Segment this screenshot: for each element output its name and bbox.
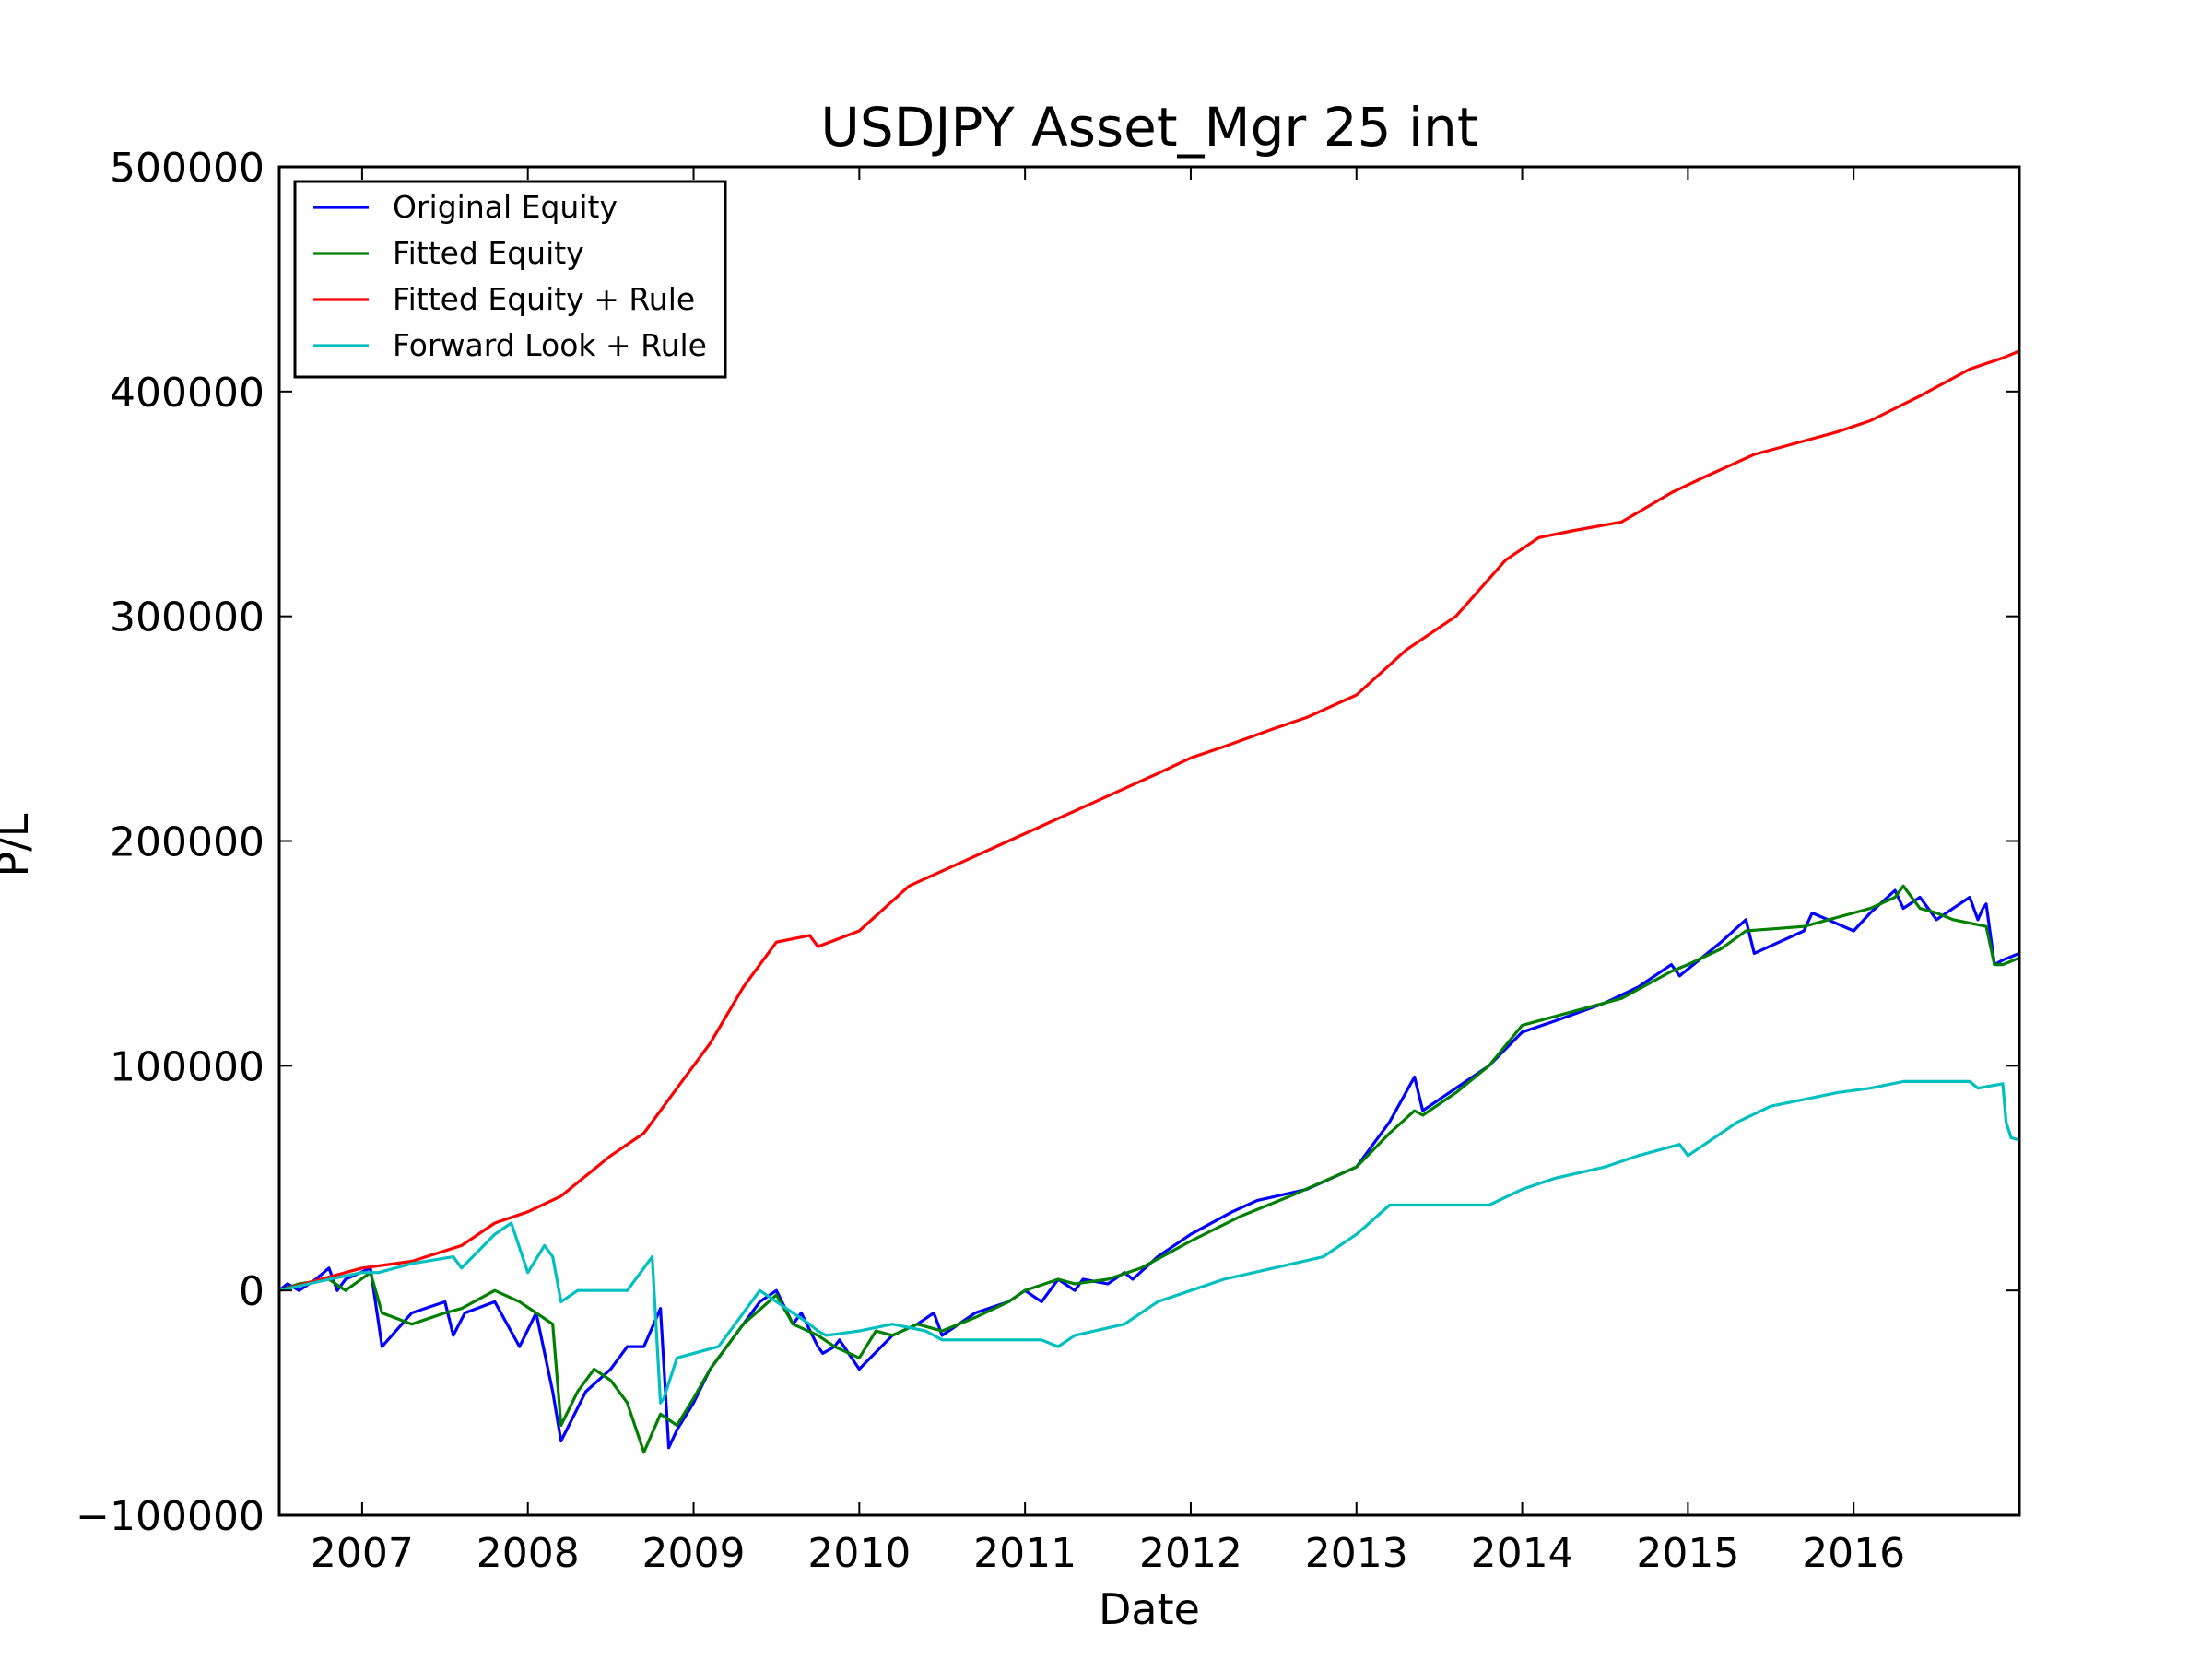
x-tick-label: 2009 <box>642 1530 746 1577</box>
y-tick-label: 100000 <box>110 1043 265 1090</box>
y-axis-title: P/L <box>0 813 38 877</box>
plot-frame <box>277 165 2021 1517</box>
x-axis-title: Date <box>1099 1584 1200 1634</box>
y-tick-label: −100000 <box>76 1493 265 1540</box>
legend: Original Equity Fitted Equity Fitted Equit… <box>293 180 727 379</box>
legend-label: Forward Look + Rule <box>393 327 707 363</box>
y-tick-label: 400000 <box>110 370 265 417</box>
series-line-2 <box>278 349 2020 1292</box>
x-tick-label: 2012 <box>1139 1530 1242 1577</box>
x-tick-label: 2010 <box>807 1530 911 1577</box>
legend-label: Fitted Equity + Rule <box>393 281 695 317</box>
series-line-1 <box>278 884 2020 1454</box>
y-tick-label: 300000 <box>110 594 265 641</box>
x-tick-label: 2008 <box>477 1530 580 1577</box>
series-line-0 <box>277 888 2020 1450</box>
x-tick-label: 2016 <box>1802 1530 1905 1577</box>
series-line-3 <box>278 1079 2020 1405</box>
chart-title: USDJPY Asset_Mgr 25 int <box>820 96 1477 159</box>
plot-lines <box>277 349 2020 1454</box>
y-tick-label: 500000 <box>110 145 265 192</box>
x-tick-label: 2013 <box>1305 1530 1408 1577</box>
y-tick-label: 0 <box>239 1268 265 1315</box>
x-tick-label: 2007 <box>311 1530 414 1577</box>
legend-label: Fitted Equity <box>393 235 584 271</box>
x-tick-label: 2014 <box>1471 1530 1574 1577</box>
y-tick-label: 200000 <box>110 819 265 866</box>
axis-ticks: 2007 2008 2009 2010 2011 2012 2013 2014 2015 2016… <box>76 145 2019 1577</box>
x-tick-label: 2015 <box>1636 1530 1739 1577</box>
legend-label: Original Equity <box>393 189 618 225</box>
x-tick-label: 2011 <box>973 1530 1077 1577</box>
